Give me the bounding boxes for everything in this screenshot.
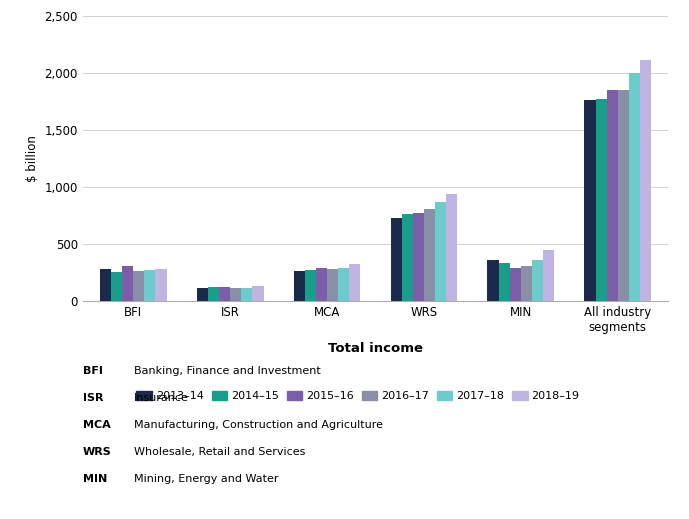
Y-axis label: $ billion: $ billion — [26, 135, 39, 182]
Legend: 2013–14, 2014–15, 2015–16, 2016–17, 2017–18, 2018–19: 2013–14, 2014–15, 2015–16, 2016–17, 2017… — [132, 387, 584, 406]
Bar — [294, 271, 305, 301]
Text: Wholesale, Retail and Services: Wholesale, Retail and Services — [134, 447, 306, 457]
Bar — [402, 214, 413, 301]
Bar — [100, 269, 111, 301]
Bar — [111, 272, 122, 301]
Bar — [629, 73, 640, 301]
Bar — [446, 194, 457, 301]
Text: Insurance: Insurance — [134, 393, 189, 403]
Bar — [316, 268, 327, 301]
Bar — [241, 288, 252, 301]
Bar — [327, 269, 338, 301]
Text: Manufacturing, Construction and Agriculture: Manufacturing, Construction and Agricult… — [134, 420, 383, 430]
Bar — [122, 266, 133, 301]
Bar — [424, 209, 435, 301]
Bar — [532, 260, 543, 301]
Bar — [640, 60, 651, 301]
Bar — [521, 266, 532, 301]
Bar — [607, 90, 618, 301]
Bar — [208, 288, 219, 301]
Bar — [349, 264, 360, 301]
Bar — [219, 288, 230, 301]
Bar — [413, 213, 424, 301]
Bar — [144, 270, 156, 301]
Bar — [618, 90, 629, 301]
Bar — [595, 100, 607, 301]
Text: ISR: ISR — [83, 393, 103, 403]
Text: MIN: MIN — [83, 474, 107, 484]
Bar — [435, 202, 446, 301]
Bar — [543, 250, 555, 301]
Text: BFI: BFI — [83, 366, 103, 376]
Text: MCA: MCA — [83, 420, 110, 430]
Text: Banking, Finance and Investment: Banking, Finance and Investment — [134, 366, 321, 376]
Bar — [488, 261, 499, 301]
Bar — [584, 100, 595, 301]
X-axis label: Total income: Total income — [328, 342, 423, 355]
Bar — [196, 289, 208, 301]
Bar — [156, 269, 167, 301]
Text: WRS: WRS — [83, 447, 112, 457]
Bar — [133, 271, 144, 301]
Bar — [252, 286, 263, 301]
Text: Mining, Energy and Water: Mining, Energy and Water — [134, 474, 279, 484]
Bar — [305, 270, 316, 301]
Bar — [499, 263, 510, 301]
Bar — [338, 268, 349, 301]
Bar — [391, 217, 402, 301]
Bar — [230, 288, 241, 301]
Bar — [510, 268, 521, 301]
